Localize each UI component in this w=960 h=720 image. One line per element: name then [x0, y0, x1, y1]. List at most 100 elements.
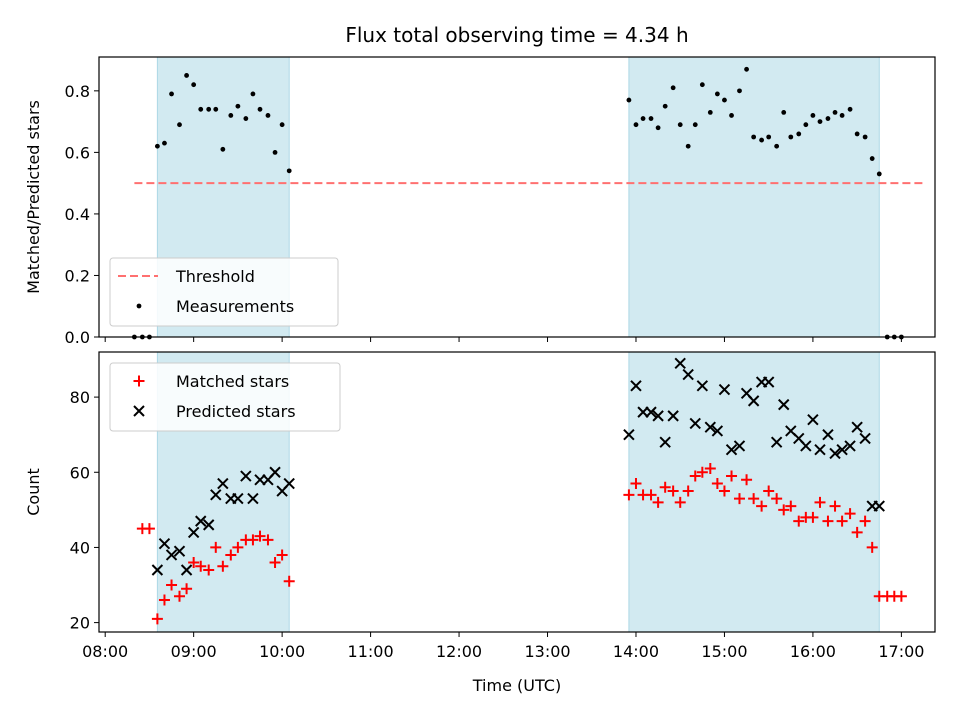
bottom-cross-point — [800, 440, 812, 452]
chart-title: Flux total observing time = 4.34 h — [345, 23, 688, 47]
top-y-tick-label: 0.6 — [65, 143, 90, 162]
top-dot-point — [220, 146, 226, 152]
top-dot-point — [279, 122, 285, 128]
top-y-tick-label: 0.0 — [65, 328, 90, 347]
top-dot-point — [162, 140, 167, 146]
top-y-tick-label: 0.4 — [65, 205, 90, 224]
top-axes-frame — [98, 56, 936, 338]
bottom-cross-point — [173, 545, 186, 557]
bottom-cross-point — [696, 380, 709, 392]
top-dot-point — [640, 116, 646, 121]
top-dot-point — [177, 122, 182, 128]
top-dot-point — [722, 97, 727, 103]
bottom-plus-point — [225, 549, 237, 561]
bottom-cross-point — [652, 410, 664, 422]
x-tick-label: 09:00 — [171, 642, 217, 661]
bottom-plus-point — [232, 541, 244, 553]
bottom-plus-point — [674, 496, 686, 508]
top-dot-point — [862, 134, 868, 140]
bottom-legend-label: Matched stars — [176, 372, 289, 391]
top-dot-point — [243, 116, 249, 121]
bottom-cross-point — [158, 537, 171, 550]
bottom-cross-point — [202, 519, 215, 531]
bottom-plus-point — [682, 485, 694, 497]
bottom-cross-point — [762, 376, 775, 388]
top-dot-point — [737, 88, 742, 94]
bottom-cross-point — [725, 444, 738, 456]
bottom-cross-point — [718, 383, 731, 396]
top-legend: Threshold Measurements — [109, 257, 339, 327]
bottom-y-tick-label: 60 — [70, 463, 90, 482]
bottom-cross-point — [851, 421, 863, 433]
bottom-cross-point — [778, 398, 790, 411]
bottom-cross-point — [770, 436, 783, 448]
top-legend-swatch — [136, 303, 142, 309]
bottom-plus-point — [822, 515, 834, 527]
bottom-panel-y-axis-label: Count — [24, 468, 43, 516]
bottom-cross-point — [659, 436, 671, 448]
top-dot-point — [744, 66, 749, 72]
bottom-plus-point — [807, 511, 819, 523]
top-dot-point — [751, 134, 757, 140]
x-tick-label: 12:00 — [436, 642, 482, 661]
bottom-cross-point — [814, 444, 826, 456]
bottom-plus-point — [748, 493, 760, 505]
bottom-cross-point — [836, 444, 848, 456]
bottom-cross-point — [165, 549, 178, 561]
bottom-plus-point — [756, 500, 768, 512]
x-tick-label: 15:00 — [701, 642, 747, 661]
top-panel-y-axis-label: Matched/Predicted stars — [24, 100, 43, 294]
bottom-plus-point — [151, 613, 163, 625]
top-dot-point — [198, 106, 204, 112]
bottom-cross-point — [630, 380, 642, 392]
bottom-plus-point — [174, 590, 186, 602]
x-tick-label: 17:00 — [878, 642, 924, 661]
bottom-plus-point — [814, 496, 826, 508]
top-dot-point — [626, 97, 632, 103]
x-tick-label: 08:00 — [82, 642, 128, 661]
top-dot-point — [677, 122, 683, 128]
top-dot-point — [265, 113, 271, 118]
top-dot-point — [648, 116, 654, 121]
bottom-shaded-interval-1 — [628, 352, 880, 632]
top-legend-label: Threshold — [175, 267, 255, 286]
bottom-plus-point — [851, 526, 863, 538]
bottom-cross-point — [844, 440, 856, 452]
top-dot-point — [839, 113, 845, 118]
bottom-plus-point — [771, 493, 783, 505]
bottom-cross-point — [283, 477, 295, 490]
bottom-plus-point — [793, 515, 805, 527]
bottom-plus-point — [763, 485, 775, 497]
bottom-plus-point — [645, 489, 657, 501]
bottom-plus-point — [785, 500, 797, 512]
bottom-plus-point — [181, 583, 193, 595]
bottom-cross-point — [807, 413, 819, 426]
top-dot-point — [832, 109, 838, 115]
top-dot-point — [250, 91, 256, 97]
bottom-y-tick-label: 40 — [70, 538, 90, 557]
top-dot-point — [707, 109, 713, 115]
top-dot-point — [796, 131, 802, 137]
bottom-cross-point — [623, 428, 635, 441]
bottom-plus-point — [195, 560, 207, 572]
bottom-legend-swatch — [133, 375, 145, 387]
bottom-cross-point — [822, 428, 834, 441]
top-dot-point — [154, 143, 160, 149]
bottom-axes-frame — [98, 351, 936, 633]
top-dot-point — [869, 156, 875, 161]
bottom-cross-point — [232, 492, 244, 505]
bottom-plus-point — [704, 463, 716, 475]
top-dot-point — [286, 168, 292, 174]
bottom-plus-point — [203, 564, 215, 576]
top-dot-point — [774, 143, 780, 149]
bottom-cross-point — [859, 432, 871, 445]
bottom-plus-point — [217, 560, 229, 572]
top-dot-point — [272, 149, 278, 155]
x-tick-label: 11:00 — [348, 642, 394, 661]
top-dot-point — [662, 103, 668, 109]
top-dot-point — [685, 143, 691, 149]
bottom-plus-point — [778, 504, 790, 516]
top-dot-point — [847, 106, 853, 112]
bottom-plus-point — [166, 579, 178, 591]
